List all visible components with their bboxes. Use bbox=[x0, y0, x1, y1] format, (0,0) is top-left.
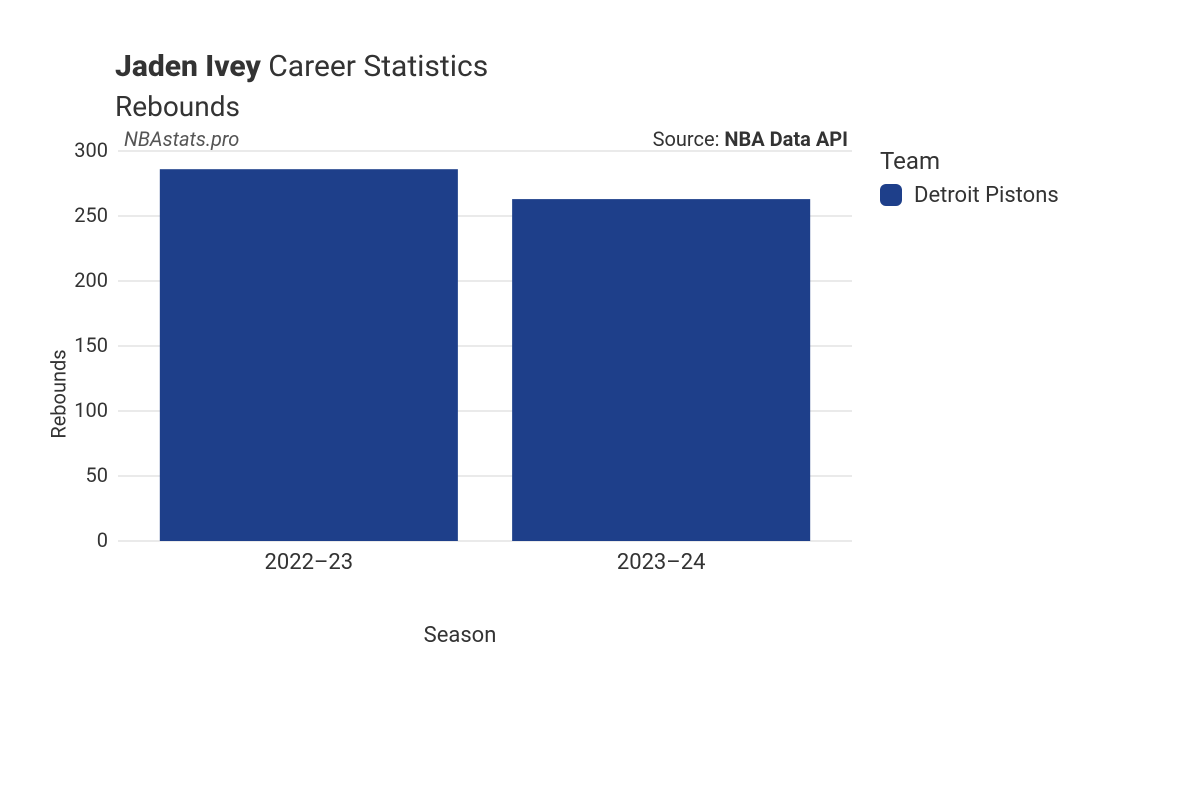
legend-item-label: Detroit Pistons bbox=[914, 183, 1059, 208]
title-subtitle: Rebounds bbox=[115, 90, 1160, 123]
y-tick-label: 250 bbox=[74, 203, 108, 227]
y-tick-label: 200 bbox=[74, 268, 108, 292]
y-tick-label: 150 bbox=[74, 333, 108, 357]
legend: Team Detroit Pistons bbox=[880, 147, 1059, 208]
x-tick-label: 2023–24 bbox=[617, 550, 706, 575]
bar-chart-svg: 0 50 100 150 200 250 300 2022–23 2023–24 bbox=[60, 141, 860, 581]
title-bold: Jaden Ivey bbox=[115, 49, 261, 84]
legend-item: Detroit Pistons bbox=[880, 183, 1059, 208]
y-tick-label: 50 bbox=[86, 463, 108, 487]
y-tick-label: 100 bbox=[74, 398, 108, 422]
watermark-source: Source: NBA Data API bbox=[653, 127, 848, 151]
title-line-1: Jaden Ivey Career Statistics bbox=[115, 48, 1160, 86]
watermark-source-name: NBA Data API bbox=[724, 127, 848, 151]
y-tick-label: 300 bbox=[74, 141, 108, 162]
y-axis-label: Rebounds bbox=[47, 349, 71, 438]
y-tick-label: 0 bbox=[97, 528, 108, 552]
x-axis-label: Season bbox=[60, 623, 860, 648]
watermark-site: NBAstats.pro bbox=[124, 127, 239, 151]
watermark-source-prefix: Source: bbox=[653, 127, 725, 151]
bar bbox=[160, 169, 458, 541]
chart-area: Rebounds 0501001502002503002022–232023–2… bbox=[60, 141, 860, 648]
chart-title: Jaden Ivey Career Statistics Rebounds bbox=[115, 48, 1160, 123]
bar bbox=[512, 199, 810, 541]
x-tick-label: 2022–23 bbox=[265, 550, 354, 575]
legend-title: Team bbox=[880, 147, 1059, 175]
legend-swatch bbox=[880, 184, 902, 206]
title-rest: Career Statistics bbox=[261, 49, 488, 84]
